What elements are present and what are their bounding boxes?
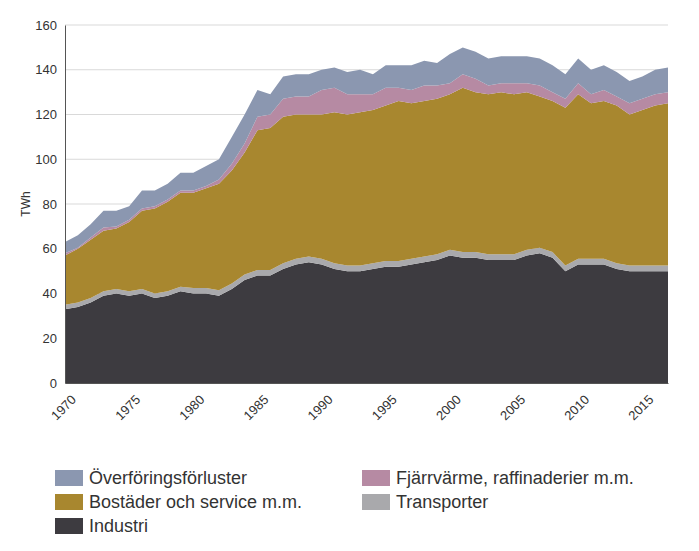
x-tick: 1995 <box>369 383 400 423</box>
y-tick-label: 0 <box>50 376 57 391</box>
x-tick: 2010 <box>561 383 592 423</box>
area-series <box>65 47 668 253</box>
y-tick: 120 <box>35 107 65 122</box>
x-tick: 1975 <box>112 383 143 423</box>
y-tick: 20 <box>43 331 65 346</box>
plot-area <box>65 47 668 383</box>
y-tick-label: 40 <box>43 286 57 301</box>
legend-swatch <box>362 494 390 510</box>
x-tick-label: 2015 <box>625 392 656 423</box>
x-tick-label: 1985 <box>240 392 271 423</box>
x-tick: 1990 <box>305 383 336 423</box>
y-tick-label: 20 <box>43 331 57 346</box>
x-tick: 1970 <box>48 383 79 423</box>
grid-line <box>65 25 668 26</box>
y-tick: 160 <box>35 18 65 33</box>
x-tick-label: 2010 <box>561 392 592 423</box>
legend-swatch <box>55 494 83 510</box>
legend-label: Överföringsförluster <box>89 468 247 488</box>
x-tick: 1985 <box>240 383 271 423</box>
x-axis: 1970 1975 1980 1985 1990 1995 2000 2005 2010 2015 <box>48 383 668 423</box>
y-tick-label: 60 <box>43 241 57 256</box>
x-tick-label: 1980 <box>176 392 207 423</box>
legend-label: Industri <box>89 516 148 536</box>
x-tick-label: 2000 <box>433 392 464 423</box>
x-tick: 1980 <box>176 383 207 423</box>
x-tick: 2000 <box>433 383 464 423</box>
x-tick: 2015 <box>625 383 656 423</box>
x-tick-label: 1995 <box>369 392 400 423</box>
x-tick-label: 2005 <box>497 392 528 423</box>
legend: Överföringsförluster Fjärrvärme, raffinad… <box>55 468 634 536</box>
y-axis-line <box>65 26 66 384</box>
y-tick-label: 140 <box>35 62 57 77</box>
y-tick: 60 <box>43 241 65 256</box>
legend-swatch <box>55 518 83 534</box>
y-tick-label: 100 <box>35 152 57 167</box>
grid <box>65 25 668 383</box>
x-tick-label: 1970 <box>48 392 79 423</box>
legend-label: Fjärrvärme, raffinaderier m.m. <box>396 468 634 488</box>
y-tick-label: 120 <box>35 107 57 122</box>
x-tick-label: 1990 <box>305 392 336 423</box>
legend-swatch <box>362 470 390 486</box>
y-axis-title: TWh <box>19 191 33 216</box>
y-tick: 100 <box>35 152 65 167</box>
x-tick-label: 1975 <box>112 392 143 423</box>
chart: 0 20 40 60 80 100 120 140 160 1970 1975 1980 1985 199… <box>0 0 699 551</box>
y-axis: 0 20 40 60 80 100 120 140 160 <box>35 18 65 391</box>
y-tick: 0 <box>50 376 65 391</box>
y-tick: 40 <box>43 286 65 301</box>
x-axis-line <box>66 383 669 384</box>
area-series <box>65 74 668 255</box>
x-tick: 2005 <box>497 383 528 423</box>
legend-swatch <box>55 470 83 486</box>
legend-label: Transporter <box>396 492 488 512</box>
legend-label: Bostäder och service m.m. <box>89 492 302 512</box>
y-tick-label: 160 <box>35 18 57 33</box>
y-tick: 140 <box>35 62 65 77</box>
y-tick: 80 <box>43 197 65 212</box>
y-tick-label: 80 <box>43 197 57 212</box>
